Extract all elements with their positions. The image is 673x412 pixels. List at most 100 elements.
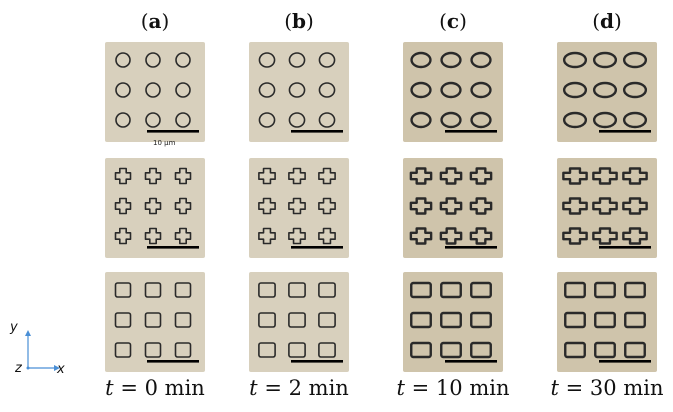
scale-bar (291, 130, 343, 133)
micrograph-cross-d (557, 158, 657, 258)
micro-structure (410, 111, 432, 129)
scale-bar (445, 360, 497, 363)
micrograph-circle-b (249, 42, 349, 142)
micro-structure (114, 312, 132, 328)
micro-structure (145, 112, 161, 128)
time-label-b: t = 2 min (249, 376, 349, 400)
micro-structure (440, 341, 462, 359)
micro-structure (564, 281, 586, 299)
micrograph-cross-b (249, 158, 349, 258)
micro-structure (174, 197, 192, 215)
micro-structure (288, 282, 306, 298)
micro-structure (469, 197, 493, 215)
micro-structure (622, 51, 648, 69)
micro-structure (258, 227, 276, 245)
scale-bar-label: 10 μm (153, 139, 176, 147)
micro-structure (592, 197, 618, 215)
column-label-d: (d) (592, 9, 622, 33)
micrograph-cross-a (105, 158, 205, 258)
micro-structure (258, 197, 276, 215)
micrograph-square-b (249, 272, 349, 372)
micro-structure (318, 282, 336, 298)
micro-structure (144, 167, 162, 185)
micro-structure (174, 312, 192, 328)
micro-structure (439, 167, 463, 185)
micro-structure (470, 51, 492, 69)
micro-structure (592, 51, 618, 69)
micro-structure (470, 281, 492, 299)
micro-structure (318, 312, 336, 328)
micro-structure (594, 341, 616, 359)
micro-structure (114, 342, 132, 358)
micro-structure (288, 82, 306, 98)
micrograph-square-d (557, 272, 657, 372)
micro-structure (115, 82, 131, 98)
time-label-c: t = 10 min (396, 376, 510, 400)
micro-structure (114, 227, 132, 245)
micrograph-circle-c (403, 42, 503, 142)
micro-structure (318, 197, 336, 215)
scale-bar (147, 360, 199, 363)
micro-structure (592, 81, 618, 99)
micro-structure (440, 81, 462, 99)
micro-structure (144, 312, 162, 328)
micro-structure (439, 197, 463, 215)
micro-structure (258, 342, 276, 358)
z-axis-label: z (15, 361, 22, 376)
micro-structure (562, 81, 588, 99)
micro-structure (175, 82, 191, 98)
micro-structure (410, 341, 432, 359)
micro-structure (288, 227, 306, 245)
y-axis-label: y (10, 320, 18, 335)
micro-structure (318, 342, 336, 358)
micro-structure (594, 281, 616, 299)
micro-structure (114, 197, 132, 215)
micrograph-circle-d (557, 42, 657, 142)
micro-structure (144, 197, 162, 215)
micro-structure (288, 197, 306, 215)
micro-structure (145, 52, 161, 68)
micro-structure (410, 281, 432, 299)
micro-structure (318, 82, 336, 98)
micro-structure (258, 282, 276, 298)
micro-structure (410, 51, 432, 69)
micro-structure (469, 227, 493, 245)
scale-bar (147, 246, 199, 249)
micro-structure (145, 82, 161, 98)
micro-structure (318, 52, 336, 68)
micro-structure (288, 167, 306, 185)
micro-structure (440, 281, 462, 299)
micro-structure (288, 52, 306, 68)
micro-structure (564, 311, 586, 329)
micrograph-square-c (403, 272, 503, 372)
time-label-a: t = 0 min (105, 376, 205, 400)
column-label-a: (a) (140, 9, 170, 33)
scale-bar (147, 130, 199, 133)
micro-structure (144, 282, 162, 298)
micro-structure (592, 167, 618, 185)
column-label-b: (b) (284, 9, 314, 33)
micro-structure (318, 227, 336, 245)
micro-structure (440, 51, 462, 69)
time-label-d: t = 30 min (550, 376, 664, 400)
micro-structure (409, 227, 433, 245)
micrograph-circle-a (105, 42, 205, 142)
micro-structure (562, 51, 588, 69)
micrograph-square-a (105, 272, 205, 372)
micro-structure (410, 311, 432, 329)
micro-structure (624, 281, 646, 299)
micro-structure (144, 227, 162, 245)
micro-structure (258, 312, 276, 328)
micro-structure (288, 112, 306, 128)
micro-structure (175, 112, 191, 128)
micro-structure (469, 167, 493, 185)
micro-structure (439, 227, 463, 245)
micro-structure (622, 227, 648, 245)
micro-structure (258, 167, 276, 185)
micro-structure (592, 227, 618, 245)
micro-structure (288, 312, 306, 328)
micro-structure (470, 111, 492, 129)
micro-structure (115, 52, 131, 68)
micro-structure (622, 111, 648, 129)
micro-structure (258, 82, 276, 98)
